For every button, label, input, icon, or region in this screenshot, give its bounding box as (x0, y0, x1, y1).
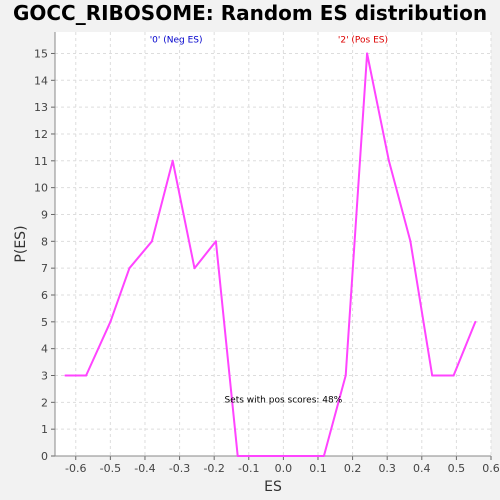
annotation-label: '2' (Pos ES) (338, 36, 388, 46)
data-point (171, 159, 174, 162)
y-tick-label: 8 (41, 235, 48, 248)
x-tick-label: 0.6 (482, 462, 500, 475)
y-tick-label: 2 (41, 396, 48, 409)
data-point (193, 267, 196, 270)
data-point (109, 320, 112, 323)
data-point (387, 159, 390, 162)
y-tick-label: 12 (34, 128, 48, 141)
y-tick-label: 4 (41, 343, 48, 356)
data-point (344, 374, 347, 377)
y-tick-label: 11 (34, 155, 48, 168)
plot-area (55, 32, 491, 456)
y-tick-label: 1 (41, 423, 48, 436)
data-point (322, 455, 325, 457)
x-tick-label: -0.6 (65, 462, 86, 475)
x-tick-label: 0.5 (448, 462, 466, 475)
x-tick-label: -0.3 (169, 462, 190, 475)
x-tick-label: 0.4 (413, 462, 431, 475)
y-tick-label: 5 (41, 316, 48, 329)
data-point (258, 455, 261, 457)
y-axis-title: P(ES) (13, 225, 29, 262)
data-point (236, 455, 239, 457)
x-axis-title: ES (264, 479, 282, 495)
y-tick-label: 6 (41, 289, 48, 302)
y-tick-label: 7 (41, 262, 48, 275)
annotations: '0' (Neg ES) '2' (Pos ES) Sets with pos sc… (150, 36, 388, 406)
data-point (474, 320, 477, 323)
y-tick-label: 0 (41, 450, 48, 463)
x-tick-label: -0.2 (203, 462, 224, 475)
series-line (65, 52, 477, 457)
data-point (279, 455, 282, 457)
x-tick-label: 0.0 (275, 462, 293, 475)
y-tick-label: 15 (34, 47, 48, 60)
x-tick-label: 0.2 (344, 462, 362, 475)
data-point (214, 240, 217, 243)
y-tick-label: 13 (34, 101, 48, 114)
y-tick-label: 9 (41, 208, 48, 221)
data-point (128, 267, 131, 270)
data-point (301, 455, 304, 457)
y-tick-label: 14 (34, 74, 48, 87)
annotation-label: Sets with pos scores: 48% (224, 395, 342, 405)
data-point (64, 374, 67, 377)
x-tick-label: -0.5 (100, 462, 121, 475)
x-tick-label: 0.3 (378, 462, 396, 475)
x-tick-label: -0.1 (238, 462, 259, 475)
y-tick-label: 3 (41, 369, 48, 382)
chart-title: GOCC_RIBOSOME: Random ES distribution (13, 1, 487, 25)
data-point (431, 374, 434, 377)
grid (55, 32, 492, 457)
data-point (409, 240, 412, 243)
data-point (85, 374, 88, 377)
data-point (452, 374, 455, 377)
series-layer (64, 52, 477, 457)
axes: -0.6 -0.5 -0.4 -0.3 -0.2 -0.1 0.0 0.1 0.2 0.3 0.4 0… (34, 32, 500, 475)
data-point (366, 52, 369, 55)
x-tick-label: 0.1 (309, 462, 327, 475)
y-tick-label: 10 (34, 182, 48, 195)
annotation-label: '0' (Neg ES) (150, 36, 203, 46)
x-tick-label: -0.4 (134, 462, 155, 475)
data-point (150, 240, 153, 243)
